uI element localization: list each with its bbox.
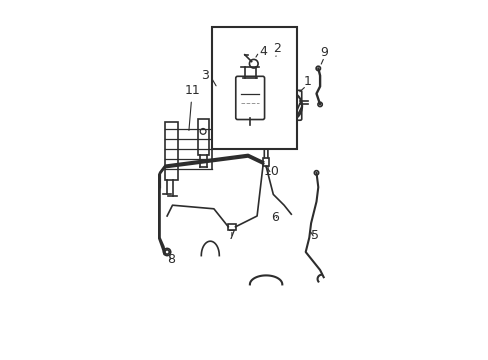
Text: 3: 3 [201,69,209,82]
Text: 7: 7 [227,229,235,242]
Text: 4: 4 [259,45,266,58]
Bar [228,224,235,230]
Text: 6: 6 [271,211,279,224]
Text: 9: 9 [320,46,327,59]
Text: 1: 1 [303,75,311,87]
Bar [263,158,268,166]
Text: 8: 8 [166,253,174,266]
Bar [197,119,208,155]
Text: 5: 5 [310,229,318,242]
Bar [212,27,296,149]
Text: 11: 11 [184,84,200,130]
Text: 10: 10 [263,165,279,177]
Bar [165,122,178,180]
Text: 2: 2 [272,42,280,55]
